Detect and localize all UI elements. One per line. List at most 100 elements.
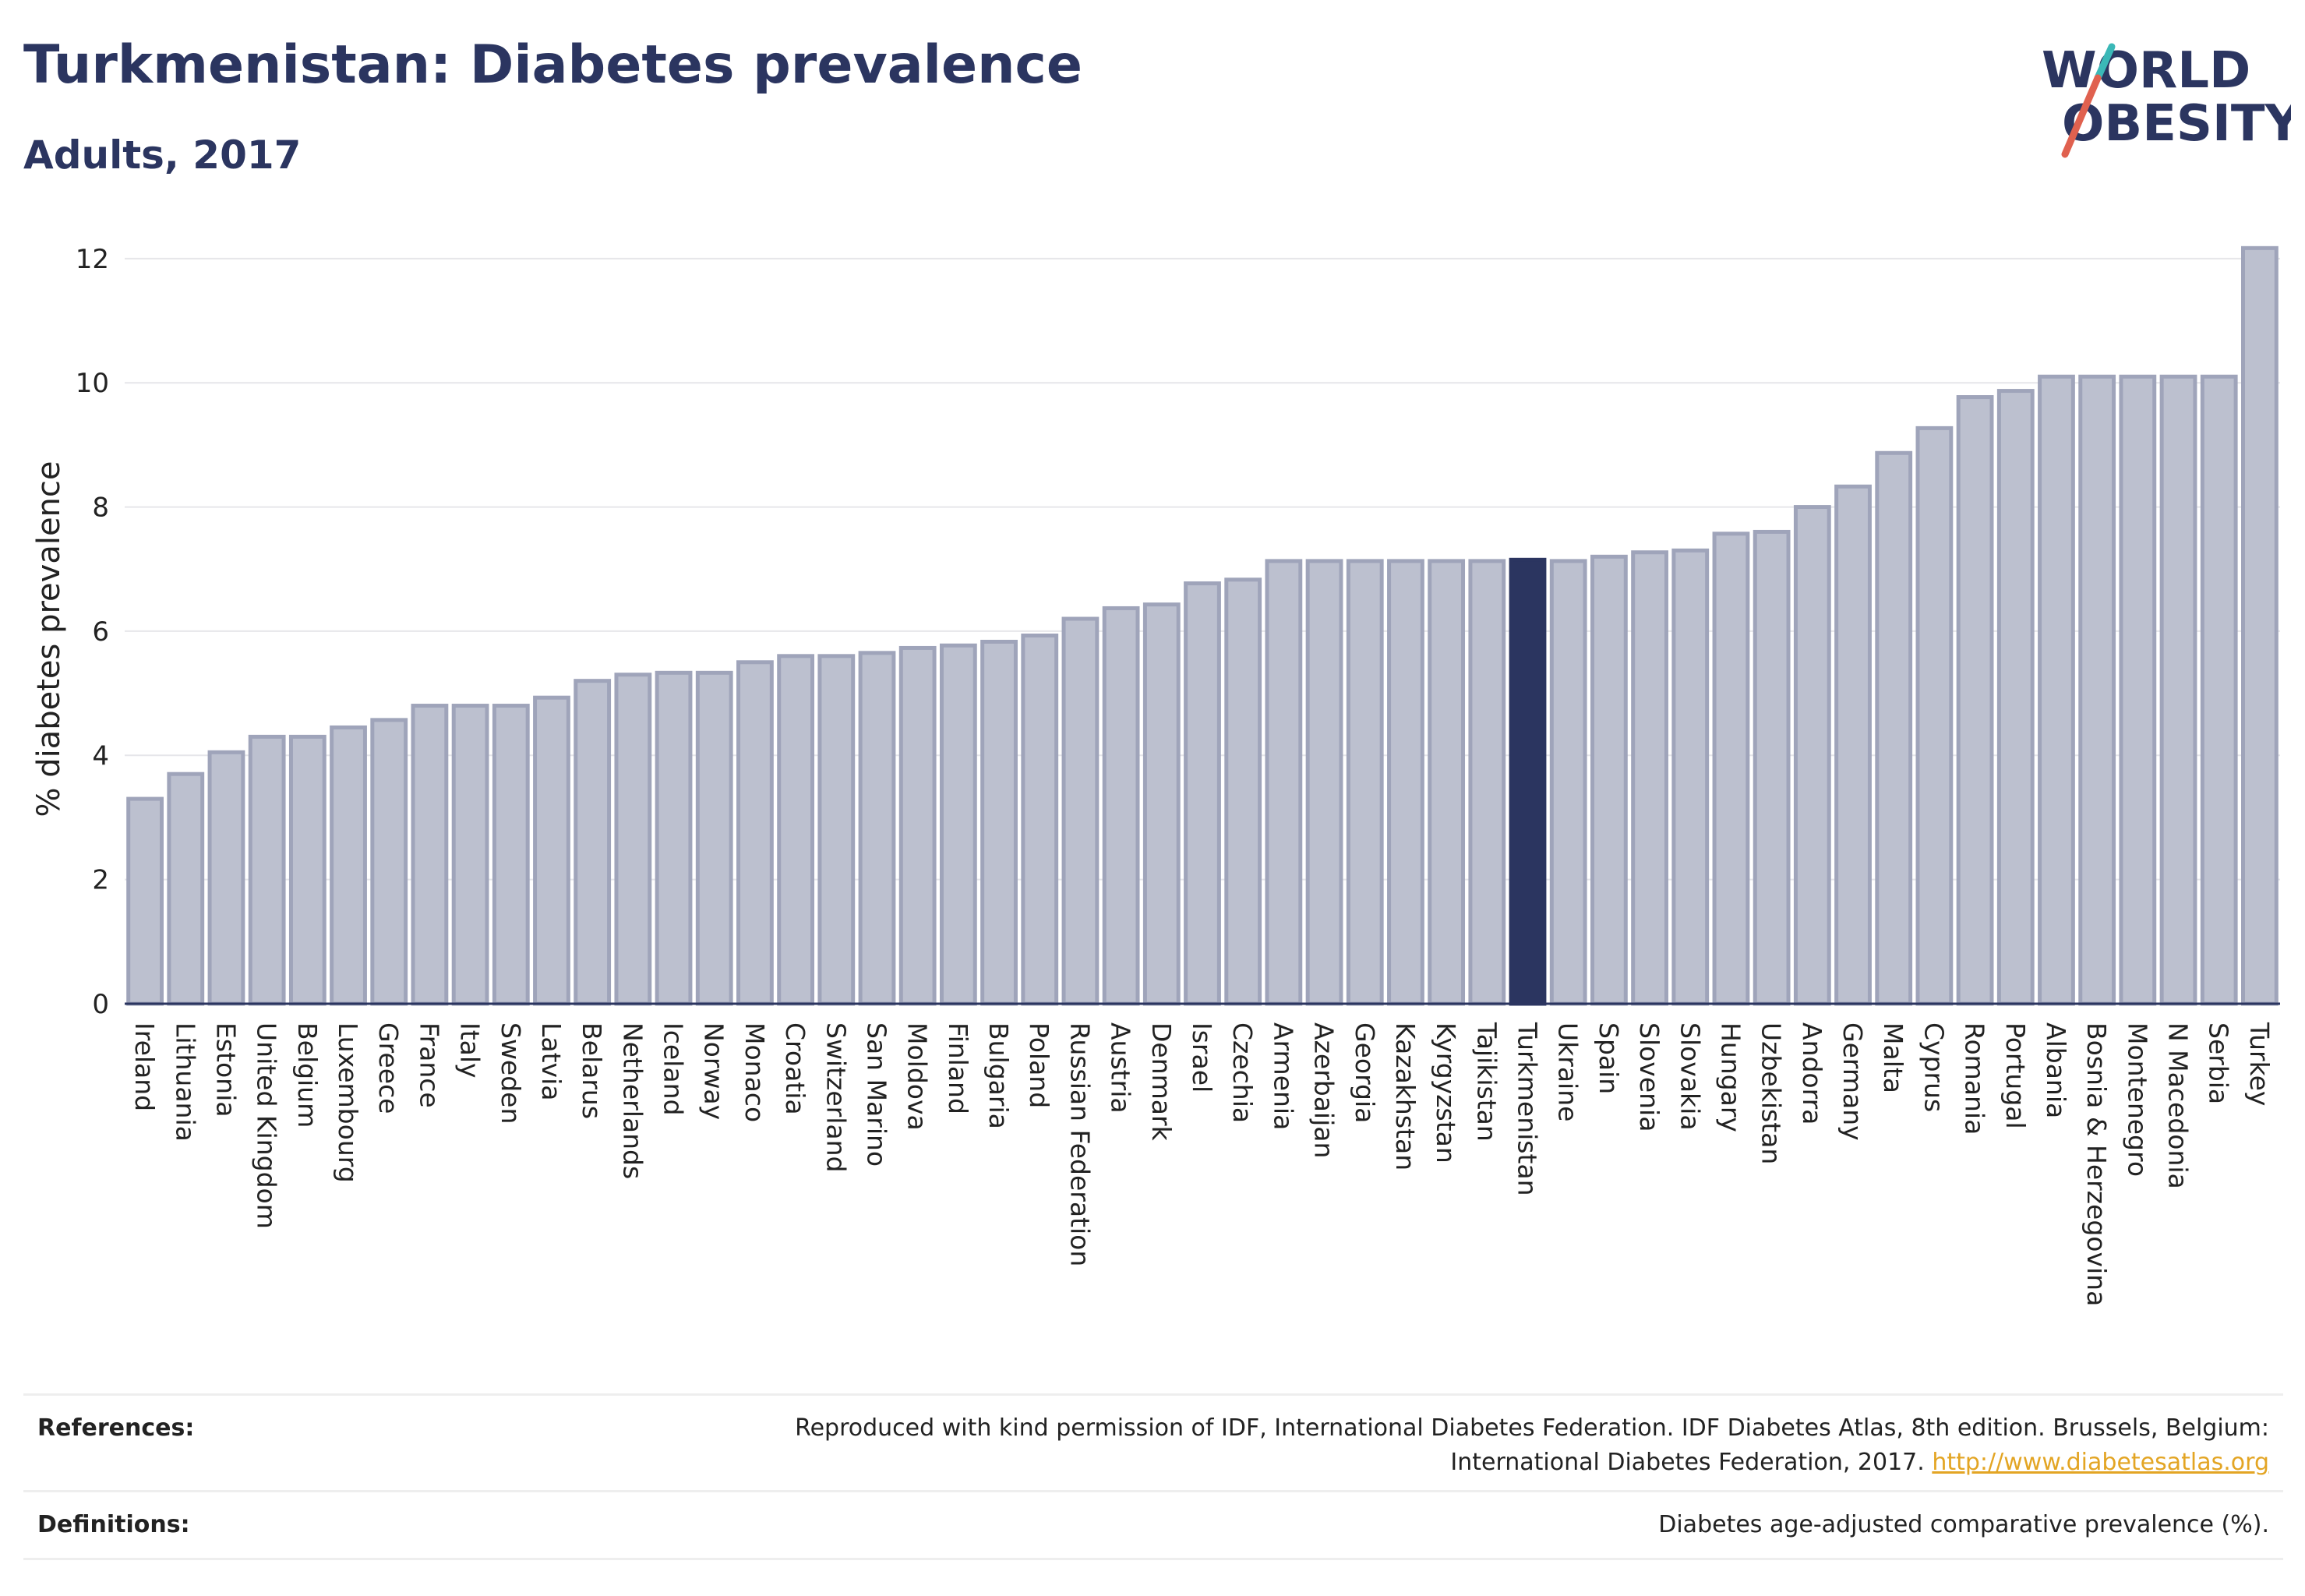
x-tick-label: Iceland bbox=[658, 1022, 689, 1115]
x-tick-label: Uzbekistan bbox=[1756, 1022, 1787, 1164]
bar-azerbaijan bbox=[1305, 559, 1343, 1006]
x-tick-label: Kazakhstan bbox=[1390, 1022, 1421, 1171]
bar-belgium bbox=[288, 734, 327, 1006]
x-tick-label: Bulgaria bbox=[983, 1022, 1014, 1129]
x-tick-label: Estonia bbox=[210, 1022, 241, 1117]
bar-uzbekistan bbox=[1753, 529, 1791, 1006]
definitions-text: Diabetes age-adjusted comparative preval… bbox=[1658, 1511, 2269, 1538]
x-tick-label: Portugal bbox=[2000, 1022, 2031, 1129]
x-tick-label: Poland bbox=[1024, 1022, 1054, 1108]
bar-croatia bbox=[777, 654, 815, 1006]
x-tick-label: Sweden bbox=[496, 1022, 526, 1124]
bar-luxembourg bbox=[330, 725, 367, 1006]
references-link[interactable]: http://www.diabetesatlas.org bbox=[1932, 1449, 2269, 1476]
references-text-2: International Diabetes Federation, 2017. bbox=[1450, 1449, 1925, 1476]
definitions-label: Definitions: bbox=[37, 1511, 190, 1538]
bar-moldova bbox=[898, 645, 937, 1006]
x-tick-label: Kyrgyzstan bbox=[1431, 1022, 1461, 1163]
x-tick-label: Cyprus bbox=[1918, 1022, 1949, 1112]
bar-tajikistan bbox=[1468, 559, 1506, 1006]
world-obesity-logo: WORLD OBESITY bbox=[2042, 42, 2291, 158]
bar-ireland bbox=[126, 796, 164, 1006]
x-tick-label: United Kingdom bbox=[252, 1022, 282, 1229]
bar-kyrgyzstan bbox=[1428, 559, 1466, 1006]
bar-armenia bbox=[1265, 559, 1303, 1006]
x-tick-label: Germany bbox=[1837, 1022, 1868, 1141]
axis-layer: 0 2 4 6 8 10 12 bbox=[76, 244, 2280, 1020]
bar-hungary bbox=[1712, 531, 1750, 1006]
bar-germany bbox=[1834, 484, 1872, 1006]
x-tick-label: Serbia bbox=[2204, 1022, 2234, 1104]
x-tick-label: Turkey bbox=[2244, 1022, 2275, 1106]
references-text-1: Reproduced with kind permission of IDF, … bbox=[795, 1414, 2269, 1442]
x-tick-label: Ireland bbox=[129, 1022, 160, 1111]
x-tick-label: Tajikistan bbox=[1471, 1022, 1502, 1142]
bar-latvia bbox=[533, 695, 570, 1006]
bar-united-kingdom bbox=[248, 734, 286, 1006]
x-tick-label: Slovenia bbox=[1634, 1022, 1664, 1132]
x-tick-label: Armenia bbox=[1268, 1022, 1298, 1130]
y-tick-label: 2 bbox=[92, 865, 109, 896]
x-tick-label: Spain bbox=[1594, 1022, 1624, 1094]
x-tick-label: France bbox=[414, 1022, 444, 1108]
logo-slash-teal bbox=[2094, 43, 2116, 82]
logo-line1: WORLD bbox=[2042, 42, 2250, 100]
y-tick-label: 0 bbox=[92, 989, 109, 1020]
x-tick-label: Slovakia bbox=[1675, 1022, 1705, 1131]
bar-israel bbox=[1184, 581, 1221, 1006]
bar-switzerland bbox=[817, 654, 856, 1006]
x-tick-label: Norway bbox=[699, 1022, 729, 1120]
x-tick-label: Belgium bbox=[292, 1022, 323, 1128]
x-tick-label: Russian Federation bbox=[1064, 1022, 1095, 1266]
bar-san-marino bbox=[858, 651, 896, 1006]
bar-slovenia bbox=[1631, 550, 1668, 1006]
x-tick-label: Turkmenistan bbox=[1513, 1022, 1543, 1196]
y-tick-label: 12 bbox=[76, 244, 109, 275]
bar-finland bbox=[939, 643, 977, 1006]
page-subtitle: Adults, 2017 bbox=[23, 132, 302, 178]
x-tick-label: Albania bbox=[2041, 1022, 2071, 1118]
y-tick-label: 4 bbox=[92, 740, 109, 772]
bar-andorra bbox=[1793, 505, 1831, 1006]
x-tick-label: Luxembourg bbox=[333, 1022, 363, 1183]
bar-portugal bbox=[1996, 389, 2035, 1006]
x-tick-label: Andorra bbox=[1797, 1022, 1827, 1125]
x-tick-label: Lithuania bbox=[170, 1022, 200, 1142]
bar-georgia bbox=[1346, 559, 1384, 1006]
bar-layer bbox=[126, 245, 2279, 1006]
x-tick-label: Hungary bbox=[1715, 1022, 1746, 1132]
bar-albania bbox=[2038, 374, 2075, 1006]
y-tick-label: 10 bbox=[76, 368, 109, 399]
bar-ukraine bbox=[1549, 559, 1587, 1006]
x-tick-label: Italy bbox=[455, 1022, 485, 1079]
x-tick-label: Azerbaijan bbox=[1309, 1022, 1340, 1158]
bar-bosnia-herzegovina bbox=[2078, 374, 2116, 1006]
bar-slovakia bbox=[1671, 548, 1710, 1006]
x-tick-label: Greece bbox=[373, 1022, 404, 1114]
bar-chart: 0 2 4 6 8 10 12 Ireland Lithuania Estonia United … bbox=[31, 244, 2280, 1306]
label-layer: Ireland Lithuania Estonia United Kingdom Bel… bbox=[129, 1022, 2275, 1306]
x-tick-label: Belarus bbox=[577, 1022, 607, 1119]
bar-cyprus bbox=[1915, 425, 1954, 1006]
x-tick-label: Ukraine bbox=[1553, 1022, 1583, 1121]
logo-slash-red bbox=[2061, 74, 2102, 158]
references-text: Reproduced with kind permission of IDF, … bbox=[795, 1411, 2269, 1480]
x-tick-label: Finland bbox=[943, 1022, 973, 1114]
bar-norway bbox=[695, 670, 733, 1006]
bar-turkmenistan bbox=[1509, 557, 1547, 1006]
x-tick-label: Georgia bbox=[1350, 1022, 1380, 1123]
x-tick-label: Austria bbox=[1106, 1022, 1136, 1114]
bar-malta bbox=[1875, 450, 1913, 1006]
bar-czechia bbox=[1224, 577, 1262, 1006]
x-tick-label: Czechia bbox=[1227, 1022, 1258, 1123]
bar-lithuania bbox=[167, 772, 205, 1006]
bar-iceland bbox=[655, 670, 693, 1006]
bar-denmark bbox=[1142, 602, 1181, 1006]
bar-belarus bbox=[574, 679, 612, 1006]
x-tick-label: Netherlands bbox=[617, 1022, 648, 1179]
x-tick-label: Moldova bbox=[902, 1022, 933, 1131]
bar-monaco bbox=[736, 660, 774, 1006]
bar-estonia bbox=[207, 750, 245, 1006]
x-tick-label: Montenegro bbox=[2122, 1022, 2152, 1177]
x-tick-label: Monaco bbox=[740, 1022, 770, 1122]
